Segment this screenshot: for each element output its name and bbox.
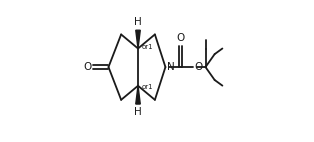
Text: N: N	[166, 62, 174, 72]
Polygon shape	[136, 86, 140, 104]
Polygon shape	[136, 30, 140, 49]
Text: O: O	[194, 62, 203, 72]
Text: or1: or1	[142, 84, 154, 90]
Text: O: O	[84, 62, 92, 72]
Text: H: H	[134, 17, 142, 27]
Text: or1: or1	[142, 44, 154, 50]
Text: H: H	[134, 107, 142, 117]
Text: O: O	[177, 33, 185, 43]
